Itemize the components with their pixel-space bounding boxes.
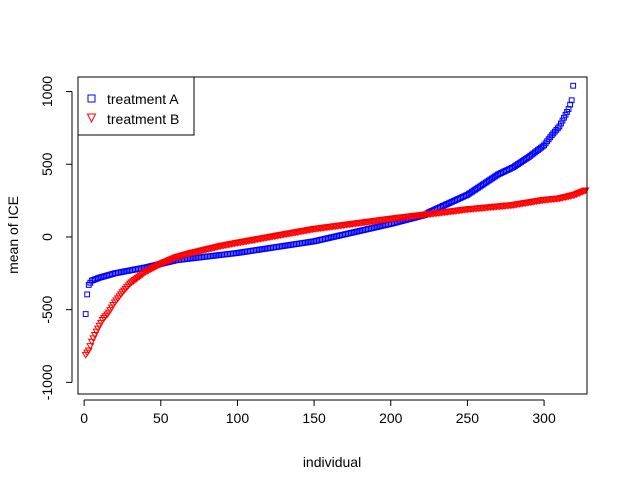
point-treatment-b xyxy=(159,259,168,267)
point-treatment-a xyxy=(568,97,575,104)
x-tick-label: 300 xyxy=(532,410,556,426)
point-treatment-b xyxy=(153,262,162,270)
point-treatment-b xyxy=(135,273,144,281)
point-treatment-b xyxy=(576,189,585,197)
point-treatment-b xyxy=(130,277,139,284)
point-treatment-b xyxy=(572,191,581,199)
y-tick-label: 1000 xyxy=(39,76,55,107)
point-treatment-a xyxy=(82,311,89,317)
point-treatment-a xyxy=(562,111,569,118)
point-treatment-a xyxy=(539,143,546,150)
point-treatment-b xyxy=(150,264,159,272)
point-treatment-b xyxy=(133,274,142,282)
point-treatment-b xyxy=(139,270,149,277)
point-treatment-b xyxy=(162,258,171,266)
point-treatment-b xyxy=(129,278,138,286)
point-treatment-b xyxy=(575,190,584,197)
y-tick-label: -1000 xyxy=(39,364,55,400)
x-tick-label: 250 xyxy=(456,410,480,426)
point-treatment-b xyxy=(168,255,178,263)
point-treatment-a xyxy=(564,108,570,115)
point-treatment-b xyxy=(127,279,136,287)
point-treatment-a xyxy=(548,132,555,139)
point-treatment-b xyxy=(126,280,135,288)
point-treatment-a xyxy=(550,130,557,137)
point-treatment-a xyxy=(554,125,561,132)
y-tick-label: -500 xyxy=(39,295,55,323)
point-treatment-b xyxy=(570,191,579,199)
point-treatment-b xyxy=(161,258,170,266)
point-treatment-b xyxy=(579,188,589,196)
x-axis: 0 50 100 150 200 250 300 xyxy=(80,399,556,426)
point-treatment-b xyxy=(156,260,165,268)
plot-frame xyxy=(77,76,588,395)
point-treatment-b xyxy=(578,188,587,196)
series-treatment-b xyxy=(81,187,590,359)
y-axis: -1000 -500 0 500 1000 xyxy=(39,76,73,400)
legend-label-treatment-a: treatment A xyxy=(107,91,179,107)
y-tick-label: 0 xyxy=(39,233,55,241)
point-treatment-b xyxy=(573,190,582,198)
point-treatment-a xyxy=(84,291,91,298)
point-treatment-b xyxy=(138,271,147,279)
x-tick-label: 0 xyxy=(80,410,88,426)
y-axis-label: mean of ICE xyxy=(5,196,21,274)
point-treatment-b xyxy=(165,257,175,264)
x-tick-label: 100 xyxy=(226,410,250,426)
point-treatment-b xyxy=(164,257,173,265)
x-axis-label: individual xyxy=(303,454,361,470)
point-treatment-b xyxy=(142,268,152,276)
point-treatment-a xyxy=(556,123,563,130)
point-treatment-a xyxy=(553,127,560,133)
point-treatment-b xyxy=(84,347,93,355)
point-treatment-b xyxy=(141,268,150,276)
point-treatment-b xyxy=(155,261,164,269)
point-treatment-b xyxy=(136,272,145,280)
x-tick-label: 150 xyxy=(302,410,326,426)
point-treatment-b xyxy=(86,343,95,350)
point-treatment-b xyxy=(152,263,161,271)
legend-square-marker xyxy=(87,94,96,103)
point-treatment-b xyxy=(145,266,155,274)
legend-box xyxy=(77,76,195,136)
legend-label-treatment-b: treatment B xyxy=(107,111,179,127)
y-tick-label: 500 xyxy=(39,152,55,176)
point-treatment-a xyxy=(570,82,577,89)
point-treatment-b xyxy=(167,256,176,264)
legend: treatment A treatment B xyxy=(77,76,195,136)
x-tick-label: 50 xyxy=(153,410,169,426)
point-treatment-a xyxy=(551,128,558,135)
point-treatment-b xyxy=(147,265,156,273)
point-treatment-b xyxy=(149,264,158,272)
x-tick-label: 200 xyxy=(379,410,403,426)
point-treatment-a xyxy=(558,120,564,127)
legend-triangle-marker xyxy=(86,113,97,124)
point-treatment-b xyxy=(144,267,153,275)
point-treatment-b xyxy=(132,275,141,283)
point-treatment-a xyxy=(559,117,566,124)
point-treatment-a xyxy=(561,114,567,121)
point-treatment-b xyxy=(158,260,167,268)
